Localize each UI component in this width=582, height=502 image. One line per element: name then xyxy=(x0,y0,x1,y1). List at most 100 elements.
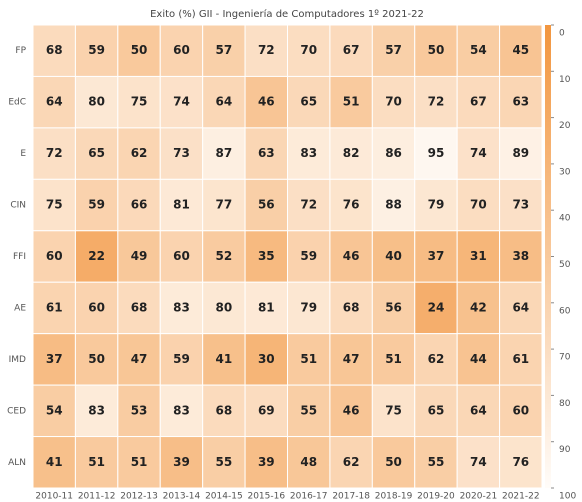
cell-label: 55 xyxy=(428,455,445,469)
cell-label: 76 xyxy=(343,198,360,212)
cell-label: 60 xyxy=(173,43,190,57)
heatmap-cell xyxy=(287,178,331,232)
heatmap-cell xyxy=(202,384,246,438)
heatmap-cell xyxy=(244,230,288,283)
cell-label: 44 xyxy=(470,352,487,366)
cell-label: 61 xyxy=(512,352,529,366)
y-tick-label: FP xyxy=(15,46,26,56)
heatmap-cell xyxy=(32,384,76,438)
heatmap-cell xyxy=(287,436,331,489)
cell-label: 60 xyxy=(88,300,105,314)
heatmap-cell xyxy=(159,127,204,180)
cell-label: 81 xyxy=(258,300,275,314)
cell-label: 63 xyxy=(258,146,275,160)
cell-label: 45 xyxy=(512,43,529,57)
cell-label: 67 xyxy=(343,43,360,57)
heatmap-cell xyxy=(371,281,416,335)
cell-label: 65 xyxy=(428,403,445,417)
heatmap-cell xyxy=(371,178,416,232)
x-tick-label: 2019-20 xyxy=(417,492,455,502)
heatmap-cell xyxy=(499,75,543,129)
cell-label: 30 xyxy=(258,352,275,366)
cell-label: 75 xyxy=(46,198,63,212)
cell-label: 79 xyxy=(428,198,445,212)
cell-label: 83 xyxy=(173,300,190,314)
heatmap-cell xyxy=(159,384,204,438)
heatmap-cell xyxy=(117,436,161,489)
cell-label: 51 xyxy=(385,352,402,366)
heatmap-cell xyxy=(287,230,331,283)
y-tick-label: E xyxy=(20,149,26,159)
heatmap-cell xyxy=(456,436,501,489)
heatmap-cell xyxy=(414,178,458,232)
heatmap-cell xyxy=(371,436,416,489)
cell-label: 37 xyxy=(428,249,445,263)
colorbar-tick-label: 90 xyxy=(559,445,571,455)
heatmap-cell xyxy=(456,75,501,129)
y-tick-label: CIN xyxy=(10,201,26,211)
cell-label: 67 xyxy=(470,95,487,109)
heatmap-cell xyxy=(371,75,416,129)
heatmap-cell xyxy=(499,436,543,489)
cell-label: 39 xyxy=(258,455,275,469)
x-tick-label: 2012-13 xyxy=(120,492,158,502)
cell-label: 57 xyxy=(216,43,233,57)
heatmap-cell xyxy=(159,178,204,232)
heatmap-cell xyxy=(74,75,119,129)
cell-label: 77 xyxy=(216,198,233,212)
colorbar-tick-label: 0 xyxy=(559,29,565,39)
heatmap-cell xyxy=(202,333,246,386)
cell-label: 62 xyxy=(428,352,445,366)
cell-label: 35 xyxy=(258,249,275,263)
cell-label: 56 xyxy=(385,300,402,314)
cell-label: 48 xyxy=(300,455,317,469)
cell-label: 50 xyxy=(428,43,445,57)
cell-label: 72 xyxy=(258,43,275,57)
cell-label: 54 xyxy=(470,43,487,57)
heatmap-cell xyxy=(32,230,76,283)
heatmap-cell xyxy=(32,24,76,77)
heatmap-cell xyxy=(456,230,501,283)
heatmap-cell xyxy=(499,24,543,77)
colorbar-tick-label: 40 xyxy=(559,214,571,224)
cell-label: 40 xyxy=(385,249,402,263)
heatmap-cell xyxy=(456,384,501,438)
cell-label: 65 xyxy=(300,95,317,109)
y-tick-label: FFI xyxy=(13,252,26,262)
cell-label: 83 xyxy=(173,403,190,417)
cell-label: 51 xyxy=(300,352,317,366)
heatmap-cell xyxy=(159,281,204,335)
cell-label: 60 xyxy=(512,403,529,417)
cell-label: 75 xyxy=(131,95,148,109)
heatmap-cell xyxy=(32,333,76,386)
y-tick-label: ALN xyxy=(8,458,26,468)
cell-label: 72 xyxy=(300,198,317,212)
cell-label: 57 xyxy=(385,43,402,57)
heatmap-cell xyxy=(244,333,288,386)
cell-label: 80 xyxy=(88,95,105,109)
cell-label: 62 xyxy=(343,455,360,469)
cell-label: 80 xyxy=(216,300,233,314)
cell-label: 76 xyxy=(512,455,529,469)
cell-label: 53 xyxy=(131,403,148,417)
cell-label: 56 xyxy=(258,198,275,212)
cell-label: 74 xyxy=(470,146,487,160)
heatmap-cell xyxy=(414,281,458,335)
heatmap-cell xyxy=(244,178,288,232)
heatmap-cell xyxy=(117,333,161,386)
cell-label: 82 xyxy=(343,146,360,160)
x-tick-label: 2020-21 xyxy=(460,492,498,502)
heatmap-cell xyxy=(499,127,543,180)
cell-label: 59 xyxy=(173,352,190,366)
cell-label: 86 xyxy=(385,146,402,160)
cell-label: 68 xyxy=(216,403,233,417)
cell-label: 51 xyxy=(131,455,148,469)
heatmap-cell xyxy=(329,75,373,129)
cell-label: 63 xyxy=(512,95,529,109)
cell-label: 68 xyxy=(343,300,360,314)
colorbar-tick-label: 30 xyxy=(559,167,571,177)
x-tick-label: 2015-16 xyxy=(247,492,285,502)
cell-label: 51 xyxy=(343,95,360,109)
heatmap-cell xyxy=(499,178,543,232)
cell-label: 31 xyxy=(470,249,487,263)
